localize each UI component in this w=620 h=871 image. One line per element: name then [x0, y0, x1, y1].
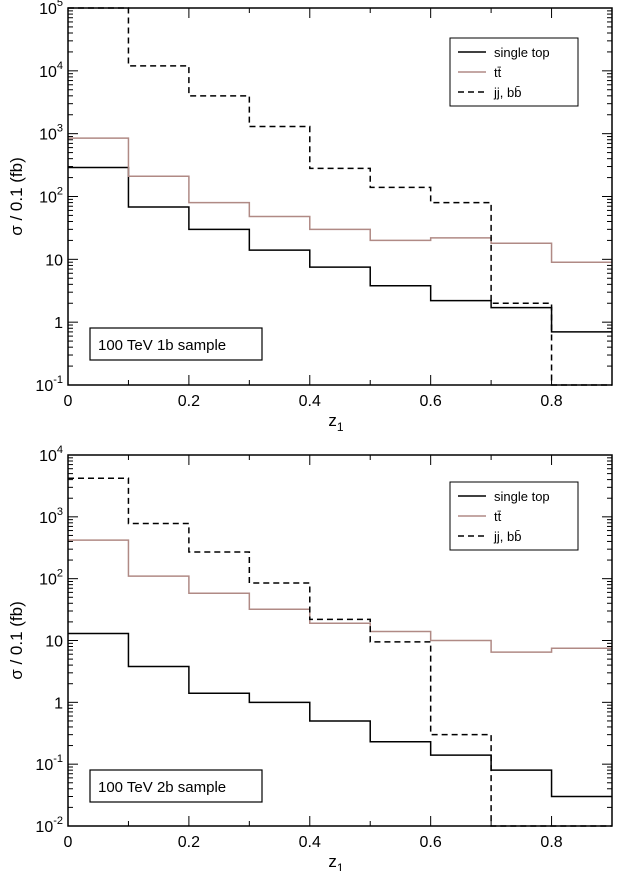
y-tick-label: 102 [39, 186, 63, 207]
x-axis-label-sub: 1 [337, 420, 344, 434]
x-tick-label: 0.2 [178, 834, 200, 851]
x-tick-label: 0.2 [178, 393, 200, 410]
y-tick-exponent: 5 [57, 0, 63, 9]
y-tick-label: 10 [45, 634, 63, 651]
y-tick-label: 10-2 [35, 815, 63, 836]
series-line-1 [68, 166, 612, 333]
x-tick-label: 0 [64, 834, 73, 851]
x-tick-label: 0 [64, 393, 73, 410]
legend-label-2: tt̄ [494, 509, 502, 524]
y-tick-base: 10 [39, 1, 57, 18]
y-tick-base: 10 [35, 757, 53, 774]
legend-label-3: jj, bb̄ [493, 85, 521, 100]
y-tick-base: 10 [45, 634, 63, 651]
y-tick-exponent: -1 [53, 374, 63, 386]
y-tick-base: 1 [54, 315, 63, 332]
y-tick-label: 10-1 [35, 374, 63, 395]
series-line-3 [68, 7, 612, 386]
legend-label-1: single top [494, 489, 550, 504]
x-axis-label: z1 [328, 411, 344, 434]
y-tick-label: 104 [39, 444, 63, 465]
series-line-3 [68, 477, 612, 827]
y-tick-label: 104 [39, 60, 63, 81]
x-axis-label-sub: 1 [337, 861, 344, 871]
sample-annotation: 100 TeV 2b sample [98, 779, 226, 796]
y-tick-exponent: -2 [53, 815, 63, 827]
y-tick-base: 10 [35, 378, 53, 395]
y-tick-base: 10 [39, 190, 57, 207]
series-line-1 [68, 632, 612, 798]
y-tick-base: 10 [39, 64, 57, 81]
y-tick-label: 1 [54, 315, 63, 332]
y-tick-exponent: -1 [53, 753, 63, 765]
y-tick-base: 10 [39, 510, 57, 527]
series-line-2 [68, 137, 612, 263]
series-line-2 [68, 539, 612, 653]
x-tick-label: 0.4 [299, 834, 321, 851]
y-tick-label: 1 [54, 695, 63, 712]
y-axis-label: σ / 0.1 (fb) [7, 157, 26, 236]
y-tick-exponent: 2 [57, 186, 63, 198]
annotation-box [89, 327, 263, 361]
y-tick-base: 10 [39, 127, 57, 144]
y-tick-label: 10 [45, 252, 63, 269]
y-tick-label: 102 [39, 568, 63, 589]
y-axis-label: σ / 0.1 (fb) [7, 601, 26, 680]
plot-frame [67, 454, 613, 827]
y-tick-base: 1 [54, 695, 63, 712]
y-tick-label: 10-1 [35, 753, 63, 774]
legend-label-1: single top [494, 45, 550, 60]
sample-annotation: 100 TeV 1b sample [98, 337, 226, 354]
x-tick-label: 0.6 [420, 393, 442, 410]
legend-label-3: jj, bb̄ [493, 529, 521, 544]
annotation-box [89, 769, 263, 803]
x-tick-label: 0.4 [299, 393, 321, 410]
y-tick-exponent: 4 [57, 60, 63, 72]
y-tick-base: 10 [39, 572, 57, 589]
x-axis-label-main: z [328, 852, 337, 871]
x-axis-label: z1 [328, 852, 344, 871]
y-tick-exponent: 3 [57, 123, 63, 135]
y-tick-label: 105 [39, 0, 63, 18]
y-tick-exponent: 2 [57, 568, 63, 580]
x-axis-label-main: z [328, 411, 337, 430]
x-tick-label: 0.6 [420, 834, 442, 851]
plot-frame [67, 7, 613, 386]
x-tick-label: 0.8 [540, 393, 562, 410]
y-tick-label: 103 [39, 123, 63, 144]
y-tick-base: 10 [45, 252, 63, 269]
x-tick-label: 0.8 [540, 834, 562, 851]
legend-label-2: tt̄ [494, 65, 502, 80]
y-tick-exponent: 3 [57, 506, 63, 518]
y-tick-base: 10 [35, 819, 53, 836]
y-tick-label: 103 [39, 506, 63, 527]
y-tick-base: 10 [39, 448, 57, 465]
y-tick-exponent: 4 [57, 444, 63, 456]
